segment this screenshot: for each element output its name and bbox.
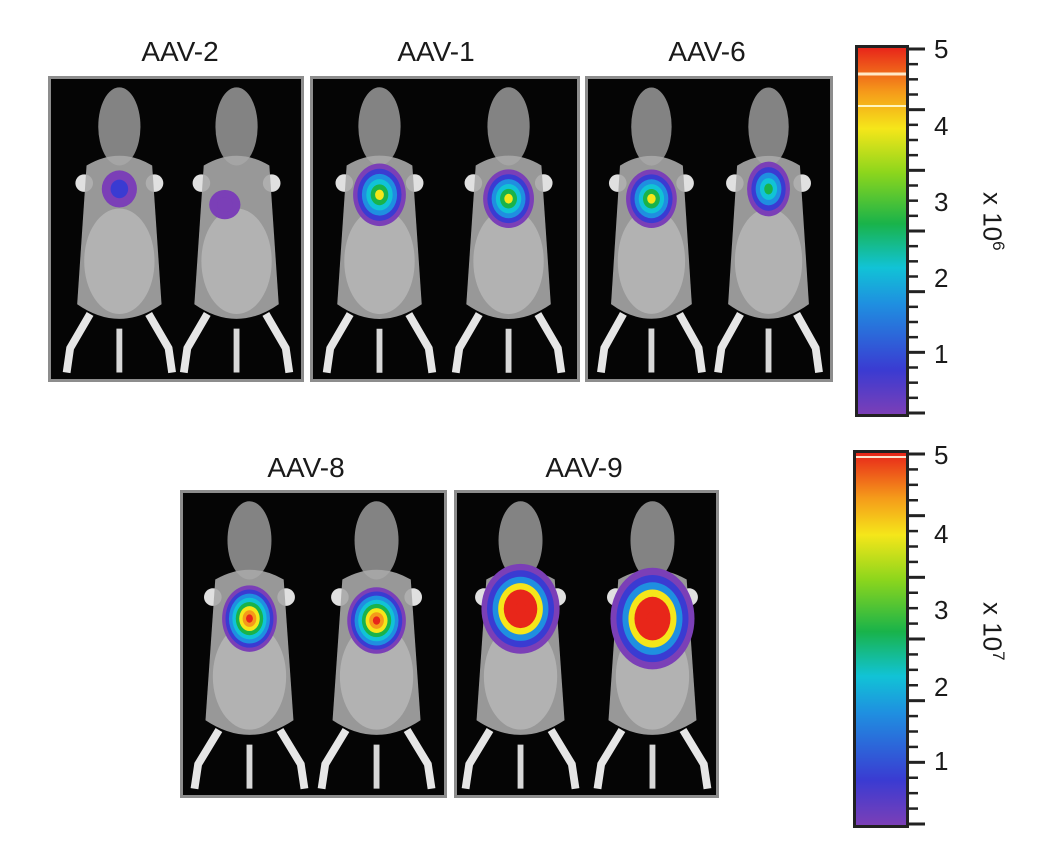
tick-top-2: 2 [934,263,949,293]
signal-region [110,179,129,199]
tick-bottom-4: 4 [934,519,949,549]
mouse-pair-image [597,87,823,373]
mouse-silhouette [597,87,706,373]
mouse-silhouette [179,87,294,374]
tick-bottom-1: 1 [934,746,949,776]
mouse-silhouette [451,87,566,374]
colorbar-top-multiplier: x 106 [977,192,1008,251]
signal-region [217,197,233,212]
image-panel-aav1 [310,76,580,382]
image-panel-aav8 [180,490,447,798]
signal-region [764,183,773,195]
colorbar-gradient [856,453,906,825]
image-panel-aav6 [585,76,833,382]
mouse-silhouette [190,501,309,790]
colorbar-gradient [858,48,906,414]
signal-region [372,616,381,625]
mouse-silhouette [62,87,176,374]
tick-top-4: 4 [934,111,949,141]
mouse-silhouette [461,501,580,790]
signal-region [375,189,384,200]
tick-bottom-3: 3 [934,595,949,625]
panel-label-aav1: AAV-1 [397,36,475,67]
colorbar-bottom-multiplier: x 107 [977,602,1008,661]
mouse-pair-image [322,87,566,374]
signal-region [647,193,656,204]
signal-region [246,614,253,623]
colorbar-bottom [853,450,909,828]
signal-region [504,193,513,204]
mouse-pair-image [190,501,436,790]
signal-region [646,611,659,626]
panel-label-aav6: AAV-6 [668,36,746,67]
image-panel-aav2 [48,76,304,382]
mouse-silhouette [714,87,823,373]
image-panel-aav9 [454,490,719,798]
colorbar-top-ticks [909,47,925,415]
mouse-pair-image [62,87,294,374]
panel-label-aav2: AAV-2 [141,36,219,67]
signal-region [514,602,527,616]
colorbar-bottom-ticks [909,452,925,826]
mouse-silhouette [593,501,712,790]
panel-label-aav9: AAV-9 [545,452,623,483]
tick-top-5: 5 [934,34,949,64]
tick-bottom-2: 2 [934,672,949,702]
tick-bottom-5: 5 [934,440,949,470]
mouse-pair-image [461,501,712,790]
mouse-silhouette [322,87,437,374]
tick-top-1: 1 [934,339,949,369]
tick-top-3: 3 [934,187,949,217]
panel-label-aav8: AAV-8 [267,452,345,483]
mouse-silhouette [317,501,436,790]
colorbar-top [855,45,909,417]
